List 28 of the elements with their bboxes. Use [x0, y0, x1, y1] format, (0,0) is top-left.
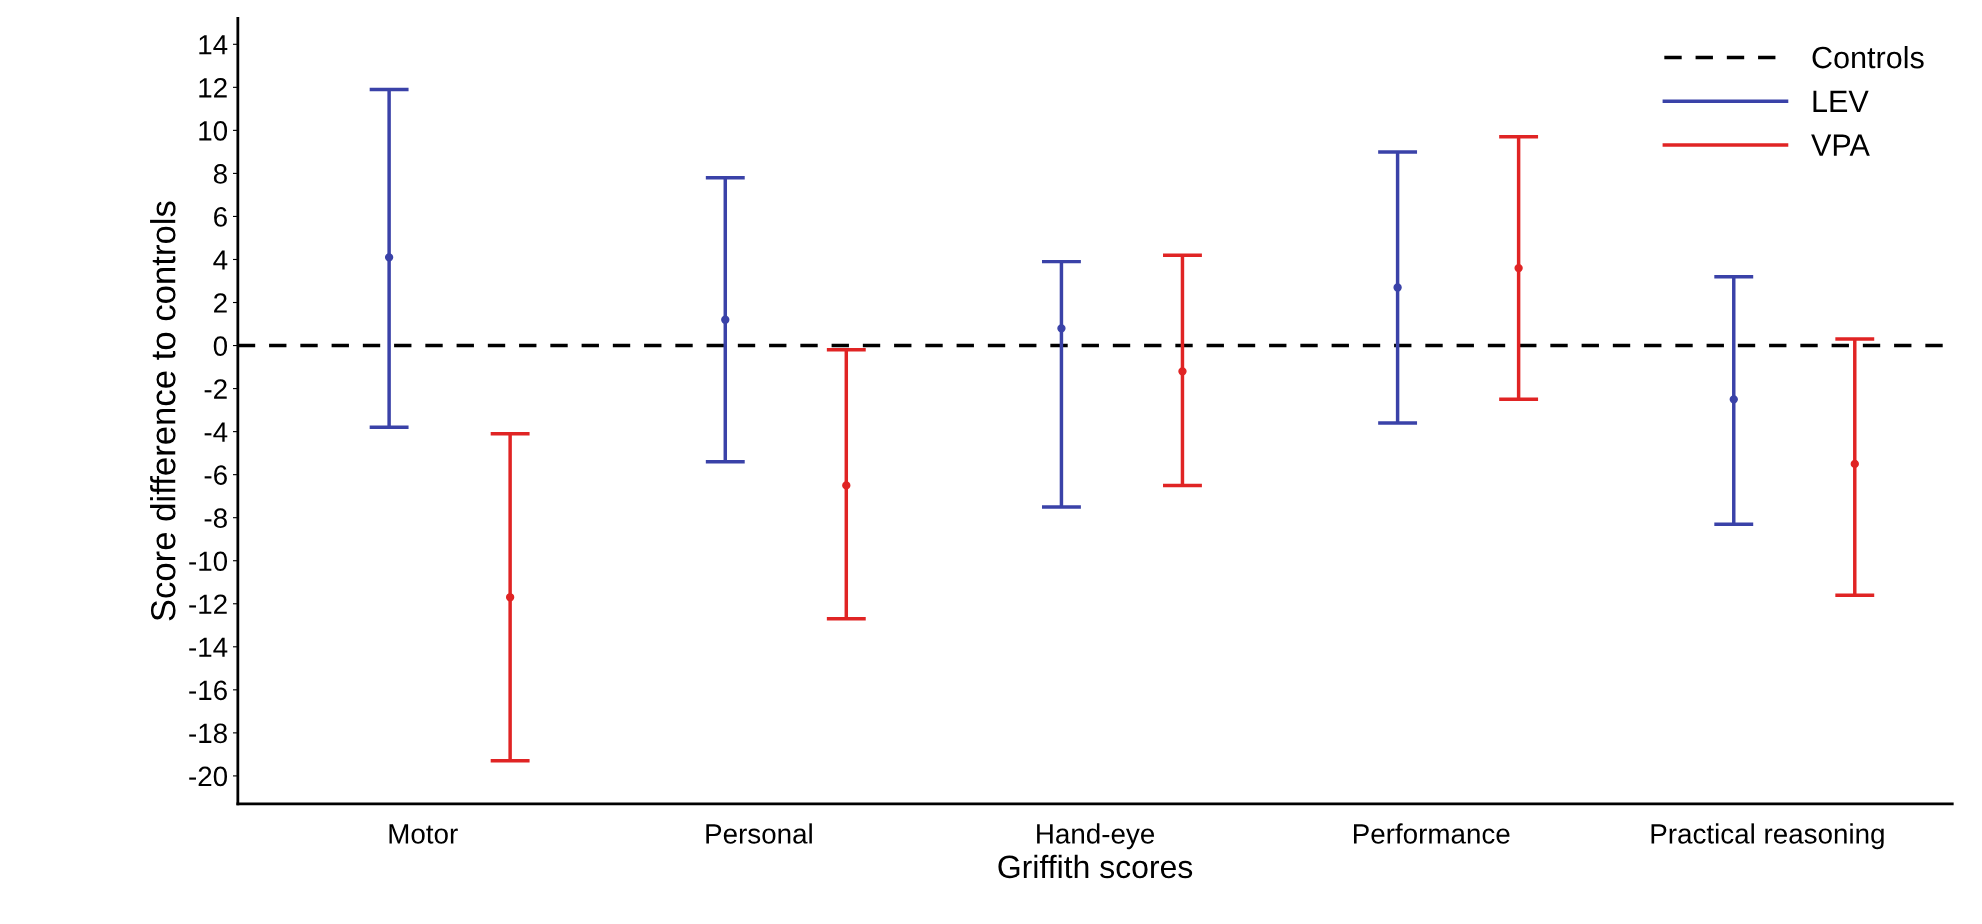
y-tick-label: -20: [189, 766, 228, 787]
x-tick-label: Motor: [389, 824, 458, 844]
y-tick-label: 10: [199, 121, 228, 141]
y-tick-label: -18: [189, 723, 227, 744]
y-tick-label: 6: [214, 207, 227, 227]
y-axis-title: Score difference to controls: [150, 201, 176, 621]
y-tick-label: -4: [204, 422, 228, 442]
y-tick-label: -10: [189, 551, 228, 572]
legend-label: Controls: [1812, 45, 1924, 69]
y-tick-label: -12: [189, 594, 227, 614]
y-tick-label: 0: [213, 336, 228, 356]
legend-label: VPA: [1811, 134, 1870, 156]
y-tick-label: -8: [204, 508, 227, 529]
x-tick-label: Performance: [1353, 823, 1510, 844]
y-tick-label: 14: [199, 35, 228, 55]
legend-label: LEV: [1813, 90, 1869, 112]
y-tick-label: 8: [213, 164, 227, 184]
y-tick-label: -2: [204, 379, 227, 399]
y-tick-label: -16: [189, 680, 227, 701]
x-axis-title: Griffith scores: [998, 854, 1193, 879]
y-tick-label: 12: [199, 78, 227, 98]
y-tick-label: 4: [213, 250, 228, 270]
y-tick-label: -6: [204, 465, 227, 485]
x-tick-label: Practical reasoning: [1651, 823, 1884, 850]
x-tick-label: Personal: [706, 823, 812, 844]
y-tick-label: -14: [189, 637, 228, 657]
x-tick-label: Hand-eye: [1037, 823, 1155, 850]
y-tick-label: 2: [214, 293, 227, 313]
